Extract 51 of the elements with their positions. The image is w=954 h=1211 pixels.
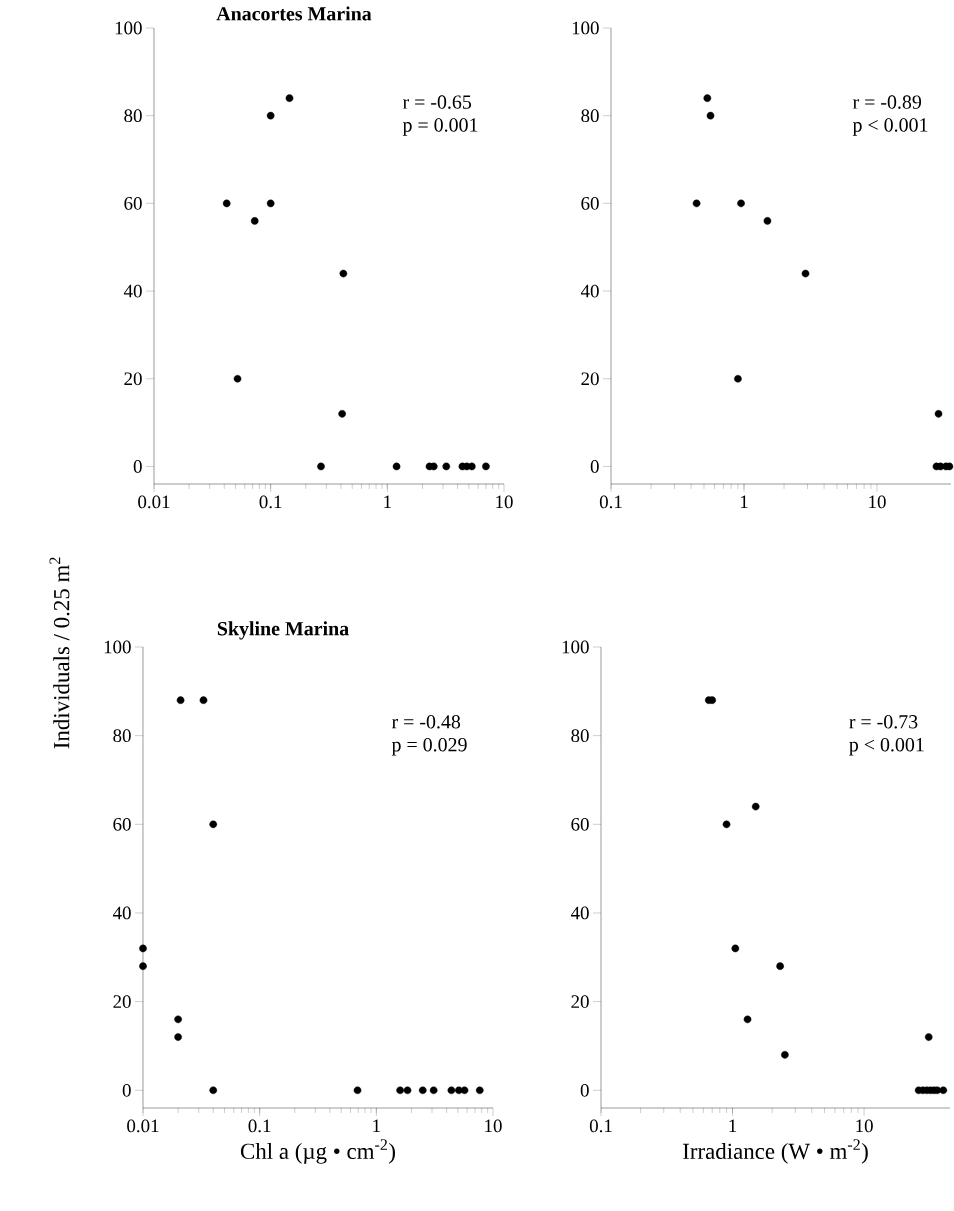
annotation: p = 0.001 <box>402 118 478 136</box>
x-tick-label: 0.1 <box>599 495 622 509</box>
y-tick-label: 80 <box>571 729 589 743</box>
y-tick-label: 80 <box>581 109 599 123</box>
annotation: p = 0.029 <box>391 737 467 756</box>
annotation: r = -0.65 <box>402 95 472 109</box>
x-tick-label: 10 <box>869 495 886 509</box>
y-tick-label: 40 <box>580 284 599 298</box>
y-tick-label: 60 <box>124 197 142 210</box>
x-tick-label: 10 <box>485 1119 502 1133</box>
y-tick-label: 20 <box>571 995 589 1008</box>
x-tick-label: 10 <box>496 495 513 509</box>
y-tick-label: 40 <box>112 906 131 920</box>
x-tick-label: 1 <box>373 1119 380 1133</box>
annotation: p < 0.001 <box>852 118 928 136</box>
y-tick-label: 100 <box>104 640 131 654</box>
x-tick-label: 1 <box>729 1119 737 1133</box>
x-axis-title: Chl a (µg • cm$^{-2}$) <box>240 1139 395 1164</box>
y-tick-label: 40 <box>570 906 589 920</box>
annotation: r = -0.73 <box>849 715 918 729</box>
y-tick-label: 0 <box>133 460 142 473</box>
y-tick-label: 0 <box>580 1083 589 1097</box>
x-tick-label: 0.1 <box>248 1119 271 1133</box>
x-tick-label: 1 <box>384 495 391 509</box>
y-axis-title: Individuals / 0.25 m$^{2}$ <box>49 557 70 749</box>
y-tick-label: 100 <box>115 21 142 35</box>
y-tick-label: 100 <box>562 640 589 654</box>
y-tick-label: 60 <box>113 817 131 831</box>
y-tick-label: 60 <box>571 817 589 831</box>
y-tick-label: 80 <box>124 109 142 123</box>
x-axis-title: Irradiance (W • m$^{-2}$) <box>683 1139 868 1164</box>
x-tick-label: 0.01 <box>127 1119 159 1133</box>
x-tick-label: 0.1 <box>589 1119 612 1133</box>
annotation: p < 0.001 <box>849 737 924 756</box>
y-tick-label: 0 <box>122 1083 131 1097</box>
y-tick-label: 60 <box>581 197 599 210</box>
x-tick-label: 1 <box>740 495 748 509</box>
y-tick-label: 20 <box>113 995 131 1008</box>
x-tick-label: 10 <box>856 1119 873 1133</box>
x-tick-label: 0.1 <box>259 495 282 509</box>
x-tick-label: 0.01 <box>138 495 170 509</box>
y-tick-label: 80 <box>113 729 131 743</box>
y-tick-label: 20 <box>124 372 142 386</box>
chart-title: Skyline Marina <box>217 621 349 640</box>
annotation: r = -0.48 <box>391 715 461 729</box>
chart-title: Anacortes Marina <box>216 6 372 21</box>
annotation: r = -0.89 <box>852 95 922 109</box>
y-tick-label: 40 <box>123 284 142 298</box>
y-tick-label: 20 <box>581 372 599 386</box>
y-tick-label: 100 <box>572 21 599 35</box>
y-tick-label: 0 <box>590 460 599 473</box>
